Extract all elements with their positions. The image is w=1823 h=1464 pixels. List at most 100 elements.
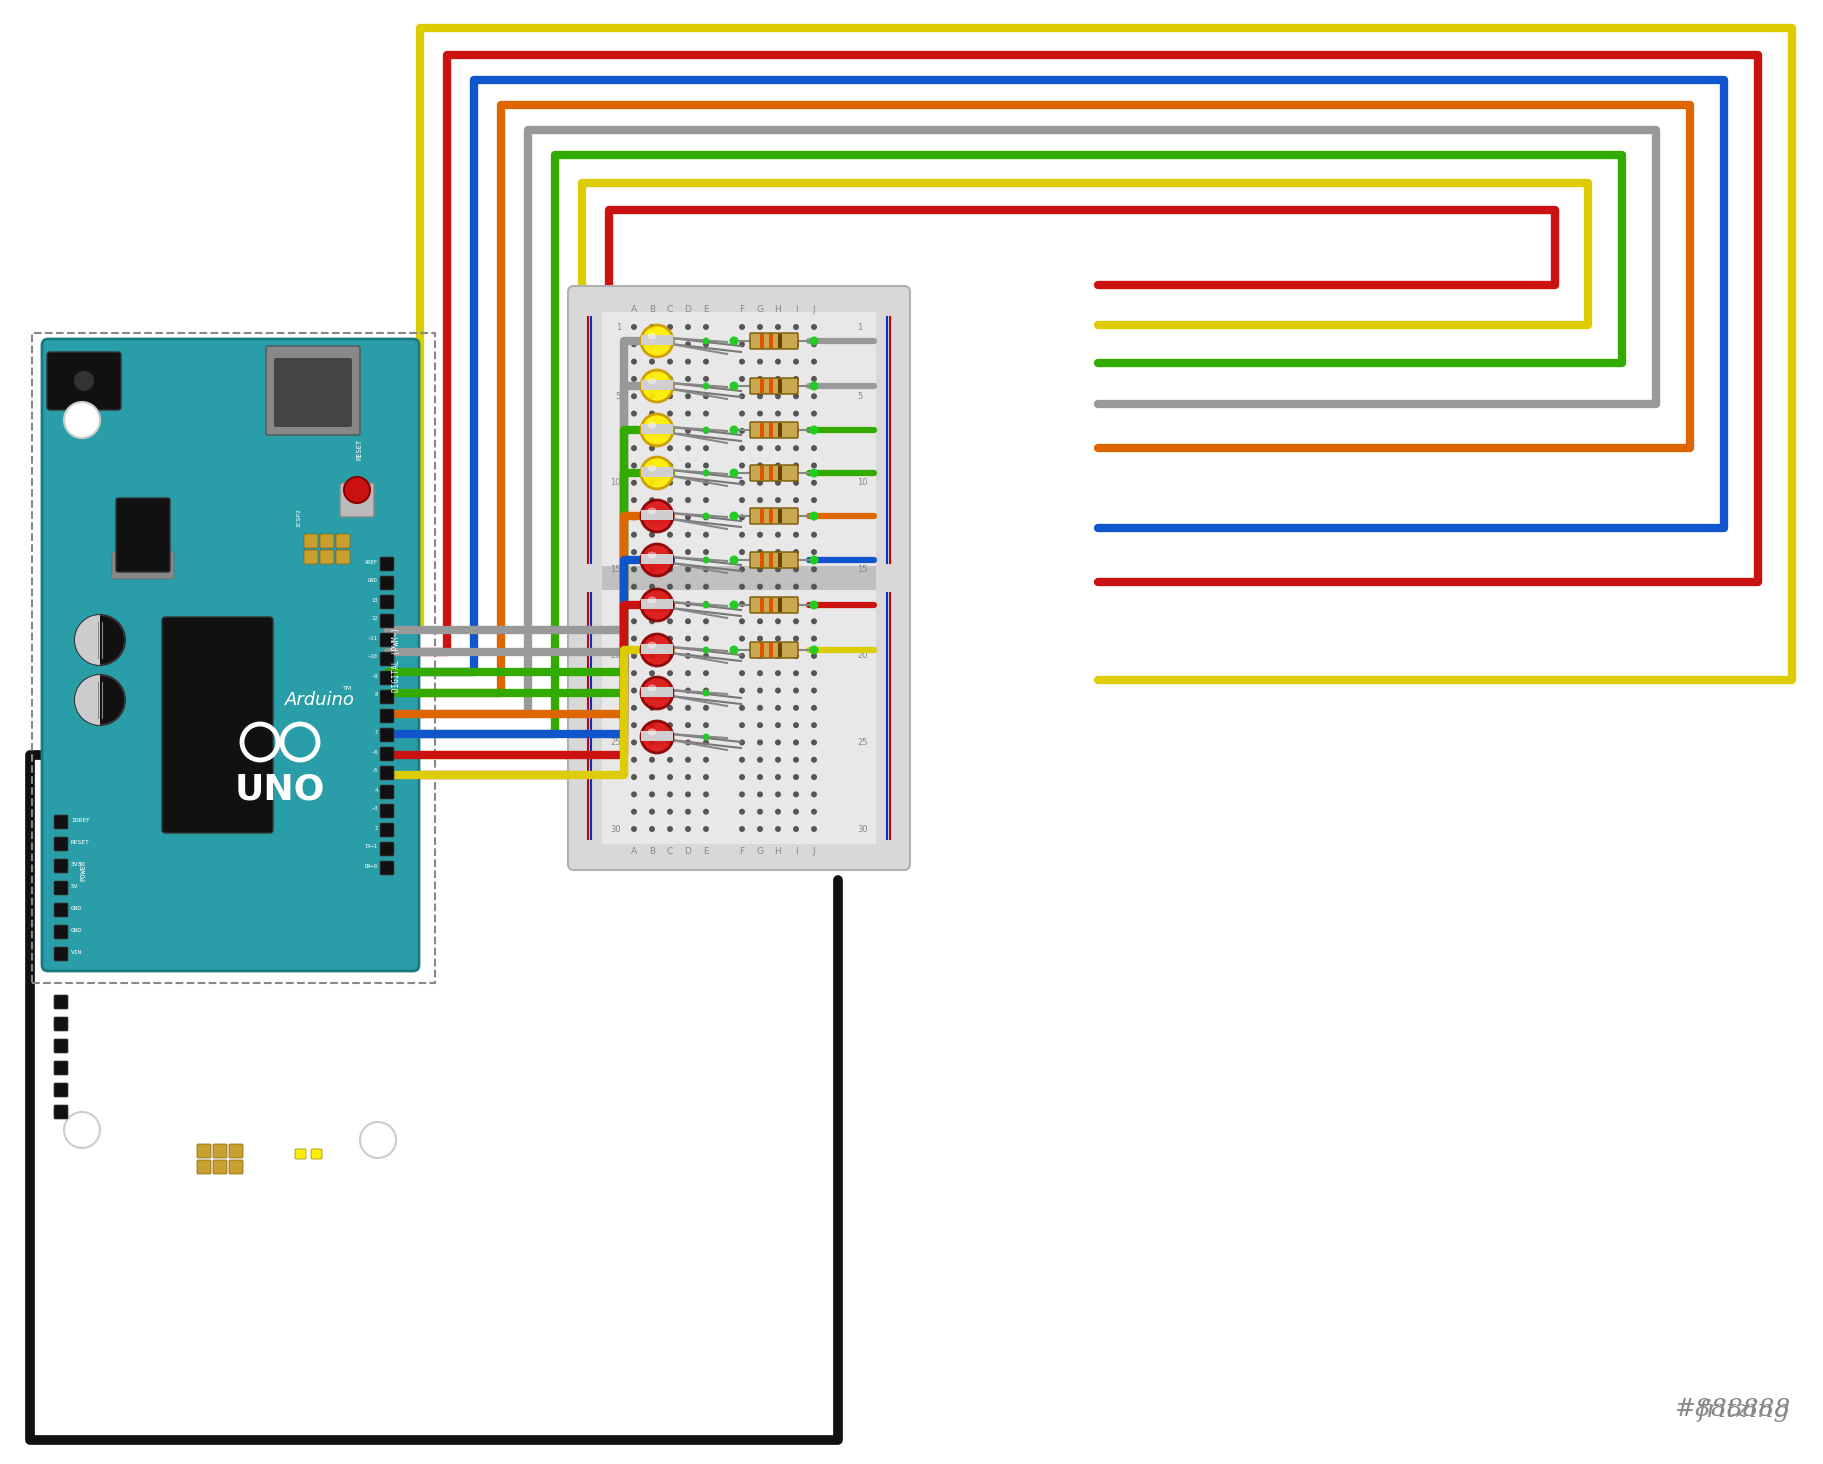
Ellipse shape	[647, 641, 656, 649]
Circle shape	[793, 410, 798, 417]
Circle shape	[640, 325, 673, 357]
Wedge shape	[75, 675, 100, 725]
Ellipse shape	[647, 552, 656, 558]
Circle shape	[685, 600, 691, 608]
Text: 5: 5	[616, 392, 620, 401]
FancyBboxPatch shape	[749, 597, 797, 613]
Circle shape	[685, 618, 691, 624]
Circle shape	[738, 463, 744, 468]
FancyBboxPatch shape	[55, 903, 67, 916]
FancyBboxPatch shape	[213, 1159, 226, 1174]
Circle shape	[631, 722, 636, 728]
Circle shape	[793, 635, 798, 641]
Circle shape	[649, 635, 654, 641]
Circle shape	[793, 549, 798, 555]
Circle shape	[738, 359, 744, 365]
Circle shape	[738, 600, 744, 608]
Text: E: E	[704, 848, 709, 856]
Circle shape	[757, 757, 762, 763]
Circle shape	[640, 414, 673, 447]
Circle shape	[667, 480, 673, 486]
Circle shape	[757, 341, 762, 347]
Circle shape	[667, 549, 673, 555]
Bar	[769, 597, 773, 612]
Circle shape	[811, 739, 817, 745]
Circle shape	[702, 376, 709, 382]
Circle shape	[685, 635, 691, 641]
Circle shape	[685, 394, 691, 400]
Text: ~3: ~3	[372, 807, 377, 811]
FancyBboxPatch shape	[55, 1105, 67, 1118]
Circle shape	[702, 774, 709, 780]
Text: TX→1: TX→1	[365, 845, 377, 849]
Circle shape	[702, 480, 709, 486]
Circle shape	[649, 826, 654, 832]
Circle shape	[793, 324, 798, 329]
Circle shape	[775, 341, 780, 347]
Circle shape	[775, 480, 780, 486]
Circle shape	[667, 324, 673, 329]
Circle shape	[811, 324, 817, 329]
Circle shape	[667, 722, 673, 728]
Circle shape	[640, 457, 673, 489]
Circle shape	[631, 427, 636, 433]
Circle shape	[649, 808, 654, 814]
Circle shape	[685, 410, 691, 417]
Circle shape	[702, 463, 709, 468]
Circle shape	[667, 427, 673, 433]
Circle shape	[811, 671, 817, 676]
Circle shape	[757, 774, 762, 780]
Circle shape	[667, 498, 673, 504]
Circle shape	[667, 653, 673, 659]
Circle shape	[685, 584, 691, 590]
Circle shape	[649, 722, 654, 728]
Circle shape	[738, 549, 744, 555]
Circle shape	[702, 671, 709, 676]
Circle shape	[702, 808, 709, 814]
Bar	[640, 644, 673, 654]
Text: E: E	[704, 306, 709, 315]
Circle shape	[649, 410, 654, 417]
Circle shape	[729, 600, 738, 609]
Circle shape	[738, 688, 744, 694]
Circle shape	[649, 600, 654, 608]
Circle shape	[631, 688, 636, 694]
Circle shape	[649, 671, 654, 676]
Circle shape	[811, 600, 817, 608]
FancyBboxPatch shape	[749, 643, 797, 657]
FancyBboxPatch shape	[55, 815, 67, 829]
Bar	[778, 466, 782, 480]
FancyBboxPatch shape	[339, 483, 374, 517]
Circle shape	[811, 341, 817, 347]
FancyBboxPatch shape	[379, 842, 394, 856]
Circle shape	[729, 511, 738, 521]
FancyBboxPatch shape	[379, 594, 394, 609]
Circle shape	[667, 671, 673, 676]
Ellipse shape	[647, 378, 656, 385]
Circle shape	[649, 567, 654, 572]
Circle shape	[793, 445, 798, 451]
Text: 25: 25	[611, 738, 620, 747]
Circle shape	[738, 618, 744, 624]
Text: ~11: ~11	[368, 635, 377, 641]
Circle shape	[667, 567, 673, 572]
Text: RESET: RESET	[357, 439, 363, 460]
FancyBboxPatch shape	[379, 861, 394, 875]
Bar	[640, 687, 673, 697]
Ellipse shape	[642, 605, 671, 613]
Circle shape	[775, 826, 780, 832]
Circle shape	[685, 549, 691, 555]
FancyBboxPatch shape	[42, 340, 419, 971]
Circle shape	[793, 722, 798, 728]
Circle shape	[667, 584, 673, 590]
Circle shape	[757, 688, 762, 694]
Circle shape	[649, 359, 654, 365]
Circle shape	[631, 359, 636, 365]
Circle shape	[667, 359, 673, 365]
Circle shape	[811, 498, 817, 504]
Text: TM: TM	[343, 685, 352, 691]
Circle shape	[729, 382, 738, 391]
Circle shape	[631, 445, 636, 451]
Text: ~6: ~6	[372, 750, 377, 754]
Circle shape	[811, 826, 817, 832]
